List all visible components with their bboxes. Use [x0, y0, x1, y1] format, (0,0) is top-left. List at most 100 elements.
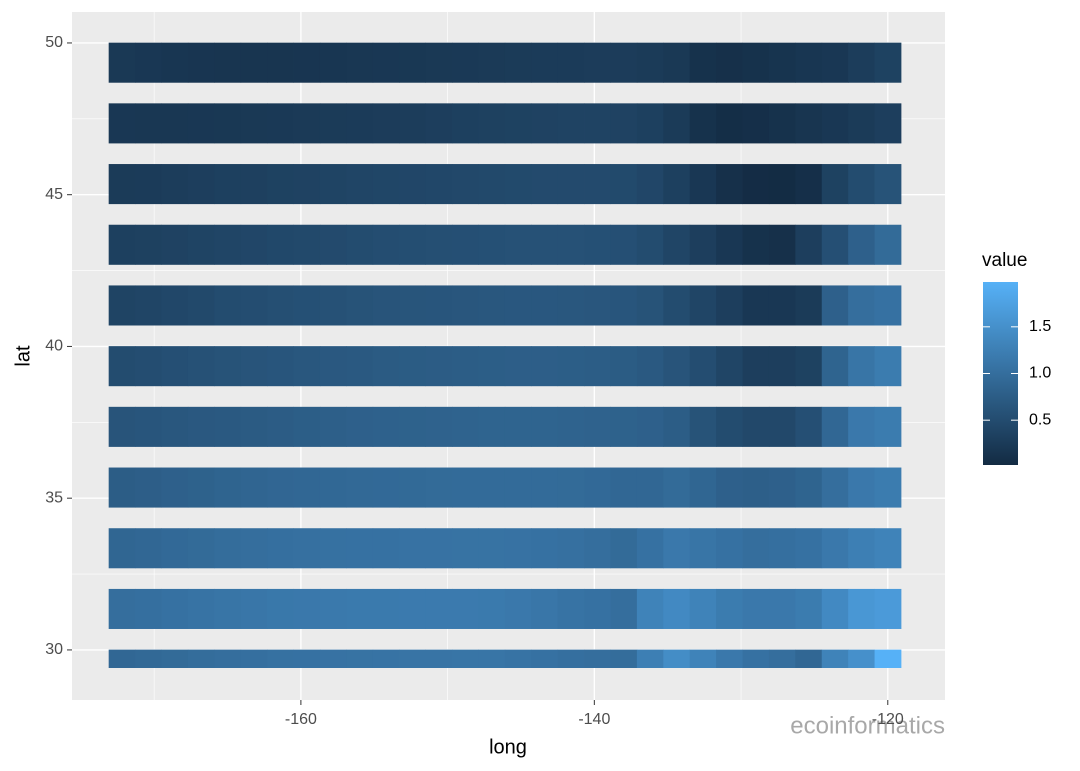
tile: [425, 224, 453, 265]
tile: [293, 42, 321, 83]
tile: [346, 528, 374, 569]
tile: [478, 467, 506, 508]
tile: [742, 649, 770, 668]
tile: [293, 164, 321, 205]
tile: [584, 224, 611, 265]
tile: [187, 285, 215, 326]
tile: [452, 42, 479, 83]
tile: [795, 224, 823, 265]
tile: [425, 285, 453, 326]
tile: [689, 406, 717, 447]
tile: [848, 164, 875, 205]
tile: [821, 406, 849, 447]
tile: [584, 103, 611, 144]
tile: [319, 528, 347, 569]
tile: [584, 42, 611, 83]
tile: [557, 285, 585, 326]
tile: [452, 528, 479, 569]
tile: [636, 164, 664, 205]
tile: [531, 588, 559, 629]
tile: [848, 588, 875, 629]
tile: [742, 224, 770, 265]
tile: [584, 406, 611, 447]
tile: [768, 528, 796, 569]
tile: [504, 103, 532, 144]
tile: [663, 42, 691, 83]
tile: [135, 224, 162, 265]
tile: [689, 588, 717, 629]
tile: [452, 406, 479, 447]
tile: [689, 467, 717, 508]
tile: [187, 649, 215, 668]
tile: [848, 285, 875, 326]
tile: [636, 224, 664, 265]
tile: [135, 346, 162, 387]
tile: [874, 285, 902, 326]
tile: [346, 649, 374, 668]
tile: [584, 528, 611, 569]
tile: [319, 346, 347, 387]
tile: [821, 42, 849, 83]
tile: [452, 285, 479, 326]
tile: [452, 103, 479, 144]
tile: [716, 649, 743, 668]
tile: [504, 164, 532, 205]
tile: [293, 588, 321, 629]
tile: [319, 467, 347, 508]
tile: [504, 346, 532, 387]
tile: [610, 528, 638, 569]
tile: [663, 528, 691, 569]
tile: [399, 164, 427, 205]
tile: [848, 346, 875, 387]
tile: [795, 467, 823, 508]
tile: [425, 406, 453, 447]
tile: [504, 42, 532, 83]
tile: [531, 346, 559, 387]
tile: [636, 285, 664, 326]
tile: [399, 406, 427, 447]
legend-tick-label: 1.5: [1029, 318, 1051, 335]
tile: [240, 467, 268, 508]
tile: [399, 103, 427, 144]
tile: [161, 42, 189, 83]
tile: [108, 406, 136, 447]
tile: [716, 528, 743, 569]
tile: [319, 164, 347, 205]
tile: [187, 346, 215, 387]
tile: [214, 406, 242, 447]
tile: [372, 467, 400, 508]
tile: [161, 164, 189, 205]
tile: [610, 103, 638, 144]
tile: [610, 224, 638, 265]
tile: [874, 588, 902, 629]
tile: [240, 406, 268, 447]
tile: [161, 224, 189, 265]
tile: [214, 164, 242, 205]
tile: [214, 649, 242, 668]
tile: [504, 406, 532, 447]
tile: [293, 285, 321, 326]
tile: [636, 649, 664, 668]
tile: [742, 346, 770, 387]
tile: [636, 528, 664, 569]
tile: [768, 467, 796, 508]
tile: [161, 406, 189, 447]
tile: [425, 103, 453, 144]
tile: [161, 588, 189, 629]
tile: [716, 285, 743, 326]
tile: [531, 649, 559, 668]
tile: [346, 224, 374, 265]
tile: [267, 346, 294, 387]
tile: [584, 285, 611, 326]
tile: [108, 588, 136, 629]
tile: [584, 467, 611, 508]
tile: [557, 649, 585, 668]
tile: [135, 42, 162, 83]
tile: [636, 42, 664, 83]
tile: [240, 649, 268, 668]
tile: [240, 42, 268, 83]
tile: [240, 528, 268, 569]
tile: [742, 42, 770, 83]
tile: [557, 406, 585, 447]
